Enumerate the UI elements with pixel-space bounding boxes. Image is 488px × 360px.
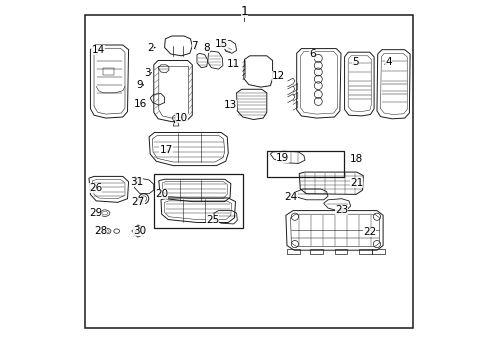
Text: 15: 15 (214, 39, 227, 49)
Text: 13: 13 (224, 100, 237, 110)
Text: 19: 19 (275, 153, 288, 163)
Text: 9: 9 (136, 80, 142, 90)
Text: 10: 10 (175, 113, 188, 123)
Text: 24: 24 (284, 192, 297, 202)
Text: 6: 6 (308, 49, 315, 59)
Bar (103, 68, 114, 75)
Text: 22: 22 (363, 227, 376, 237)
Text: 4: 4 (385, 57, 391, 67)
Text: 7: 7 (191, 41, 198, 51)
Text: 16: 16 (133, 99, 146, 109)
Bar (154, 174, 242, 228)
Text: 21: 21 (349, 178, 363, 188)
Bar (266, 151, 344, 177)
Text: 14: 14 (91, 45, 104, 55)
Text: 27: 27 (131, 197, 144, 207)
Text: 17: 17 (159, 145, 172, 156)
Text: 5: 5 (351, 57, 358, 67)
Text: 29: 29 (89, 208, 102, 218)
Bar (85, 15, 412, 328)
Text: 11: 11 (226, 59, 239, 69)
Text: 18: 18 (349, 154, 363, 164)
Text: 3: 3 (143, 68, 150, 78)
Text: 20: 20 (155, 189, 168, 199)
Text: 31: 31 (130, 177, 143, 187)
Text: 12: 12 (271, 71, 285, 81)
Text: 8: 8 (203, 42, 209, 53)
Text: 28: 28 (94, 226, 107, 236)
Text: 1: 1 (240, 5, 248, 18)
Text: 26: 26 (89, 183, 102, 193)
Text: 25: 25 (206, 215, 219, 225)
Text: 2: 2 (147, 42, 154, 53)
Text: 23: 23 (334, 204, 347, 215)
Text: 30: 30 (133, 226, 145, 236)
